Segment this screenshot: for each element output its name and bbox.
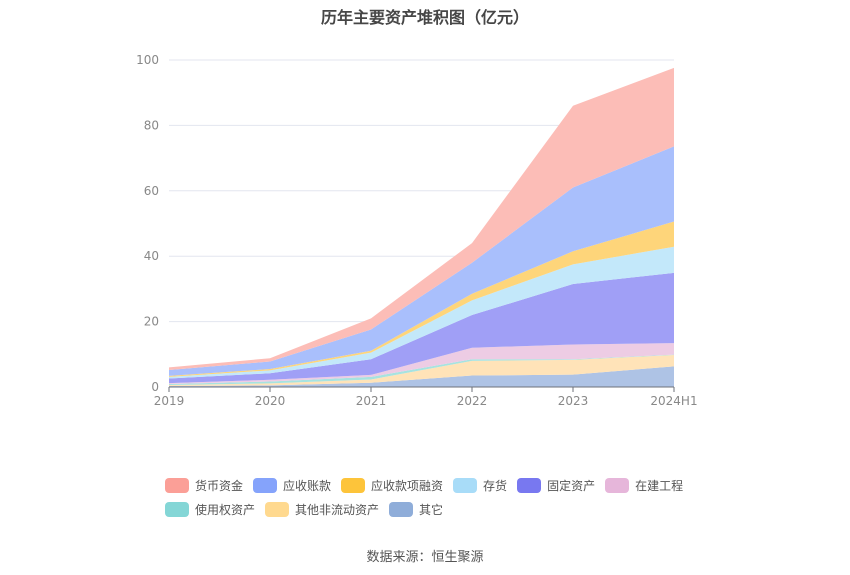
area-其它[interactable] xyxy=(169,366,674,387)
legend-label: 其它 xyxy=(419,502,444,517)
legend-item[interactable]: 使用权资产 xyxy=(165,501,255,518)
area-应收款项融资[interactable] xyxy=(169,221,674,377)
x-tick-label: 2024H1 xyxy=(650,394,697,408)
y-tick-label: 60 xyxy=(144,184,159,198)
x-tick-label: 2020 xyxy=(255,394,286,408)
x-axis: 2019 2020 2021 2022 2023 2024H1 xyxy=(154,386,698,408)
legend-swatch xyxy=(453,477,478,493)
legend-swatch xyxy=(341,477,366,493)
legend-item[interactable]: 固定资产 xyxy=(517,477,595,494)
x-tick-label: 2022 xyxy=(457,394,488,408)
y-tick-label: 80 xyxy=(144,118,159,132)
legend-swatch xyxy=(265,501,290,517)
legend-label: 存货 xyxy=(483,478,508,493)
legend-swatch xyxy=(389,501,414,517)
chart-title: 历年主要资产堆积图（亿元） xyxy=(320,8,529,27)
y-tick-label: 20 xyxy=(144,315,159,329)
x-tick-label: 2021 xyxy=(356,394,387,408)
legend-row: 货币资金 应收账款 应收款项融资 存货 固定资产 在建工程 xyxy=(165,473,725,497)
legend-item[interactable]: 存货 xyxy=(453,477,507,494)
legend-swatch xyxy=(605,477,630,493)
x-tick-label: 2023 xyxy=(558,394,589,408)
legend-label: 货币资金 xyxy=(195,478,244,493)
area-series xyxy=(169,67,674,387)
legend-swatch xyxy=(165,477,189,493)
x-tick-label: 2019 xyxy=(154,394,185,408)
area-应收账款[interactable] xyxy=(169,146,674,376)
area-在建工程[interactable] xyxy=(169,343,674,385)
legend-item[interactable]: 在建工程 xyxy=(605,477,683,494)
legend-item[interactable]: 其他非流动资产 xyxy=(265,501,379,518)
legend-label: 应收款项融资 xyxy=(371,478,444,493)
y-axis: 0 20 40 60 80 100 xyxy=(136,53,159,394)
legend-item[interactable]: 货币资金 xyxy=(165,477,243,494)
legend-label: 在建工程 xyxy=(635,478,684,493)
area-其他非流动资产[interactable] xyxy=(169,354,674,387)
area-存货[interactable] xyxy=(169,246,674,379)
legend-item[interactable]: 其它 xyxy=(389,501,443,518)
legend-swatch xyxy=(517,477,542,493)
legend-swatch xyxy=(165,501,189,517)
area-使用权资产[interactable] xyxy=(169,354,674,386)
data-source: 数据来源：恒生聚源 xyxy=(366,550,484,565)
legend-label: 应收账款 xyxy=(283,478,332,493)
area-货币资金[interactable] xyxy=(169,67,674,370)
y-tick-label: 100 xyxy=(136,53,159,67)
y-tick-label: 0 xyxy=(151,380,159,394)
legend-label: 使用权资产 xyxy=(195,502,256,517)
legend-row: 使用权资产 其他非流动资产 其它 xyxy=(165,497,725,521)
legend-label: 其他非流动资产 xyxy=(295,502,380,517)
legend-item[interactable]: 应收款项融资 xyxy=(341,477,443,494)
legend-label: 固定资产 xyxy=(547,478,596,493)
legend-swatch xyxy=(253,477,278,493)
stacked-area-chart: 2019 2020 2021 2022 2023 2024H1 0 20 40 60 80 100 xyxy=(136,53,698,408)
y-tick-label: 40 xyxy=(144,249,159,263)
legend-item[interactable]: 应收账款 xyxy=(253,477,331,494)
area-固定资产[interactable] xyxy=(169,272,674,384)
legend: 货币资金 应收账款 应收款项融资 存货 固定资产 在建工程 使用权资产 其他非流动资产 其它 xyxy=(165,473,725,521)
